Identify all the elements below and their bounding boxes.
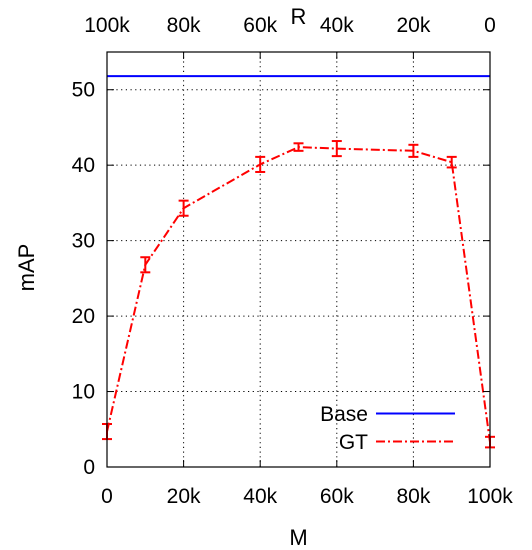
y-tick-label: 30 (72, 230, 95, 253)
x-tick-label: 60k (320, 485, 354, 508)
x-tick-label: 100k (467, 485, 513, 508)
error-bar-gt (408, 143, 419, 158)
error-bar-gt (255, 155, 266, 173)
y-tick-label: 0 (83, 456, 95, 479)
legend-label-base: Base (320, 403, 368, 426)
y-tick-label: 10 (72, 381, 95, 404)
plot-frame (106, 51, 491, 468)
x-tick-label: 0 (101, 485, 113, 508)
legend-label-gt: GT (339, 431, 368, 454)
legend: Base GT (320, 403, 455, 454)
top-x-tick-label: 20k (396, 14, 430, 37)
y-tick-label: 40 (72, 154, 95, 177)
top-x-tick-label: 100k (84, 14, 130, 37)
x-tick-label: 20k (167, 485, 201, 508)
series-line-gt (106, 146, 491, 443)
y-tick-label: 20 (72, 305, 95, 328)
top-x-axis-title: R (291, 4, 307, 29)
y-tick-label: 50 (72, 79, 95, 102)
y-axis-title: mAP (14, 244, 39, 292)
error-bar-gt (140, 256, 151, 274)
top-x-tick-label: 40k (320, 14, 354, 37)
x-axis-title: M (289, 525, 307, 550)
error-bar-gt (446, 155, 457, 169)
top-x-tick-label: 60k (243, 14, 277, 37)
x-tick-label: 80k (396, 485, 430, 508)
top-x-tick-label: 0 (484, 14, 496, 37)
error-bar-gt (331, 140, 342, 158)
grid (107, 52, 490, 467)
error-bar-gt (178, 199, 189, 217)
error-bar-gt (293, 142, 304, 152)
series-layer (102, 75, 495, 449)
top-x-tick-label: 80k (167, 14, 201, 37)
x-tick-label: 40k (243, 485, 277, 508)
